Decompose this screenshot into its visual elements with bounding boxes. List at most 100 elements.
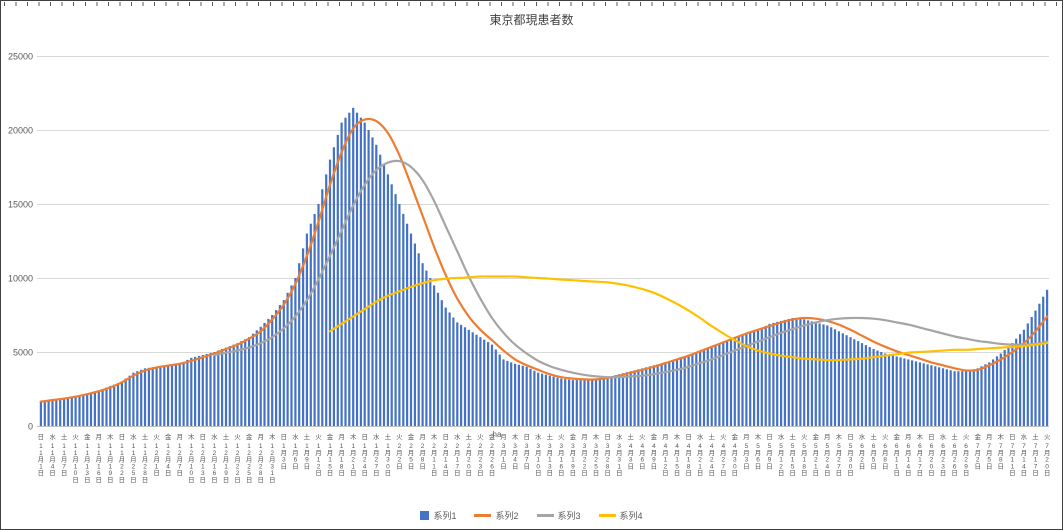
series3-line — [213, 159, 1049, 379]
x-weekday-label: 日 — [1009, 433, 1016, 441]
x-weekday-label: 金 — [813, 432, 820, 441]
x-weekday-label: 木 — [755, 432, 762, 441]
series2-line — [39, 117, 1049, 403]
x-weekday-label: 水 — [616, 432, 623, 441]
x-weekday-label: 月 — [176, 433, 183, 441]
x-weekday-label: 火 — [234, 434, 241, 441]
x-weekday-label: 月 — [257, 433, 264, 441]
x-weekday-label: 水 — [859, 432, 866, 441]
x-weekday-label: 木 — [836, 432, 843, 441]
top-axis-ticks — [3, 2, 1058, 6]
series2-swatch-icon — [474, 514, 492, 517]
x-weekday-label: 火 — [558, 434, 565, 441]
x-weekday-label: 火 — [1044, 434, 1051, 441]
x-weekday-label: 水 — [292, 432, 299, 441]
x-weekday-label: 木 — [512, 432, 519, 441]
x-weekday-label: 日 — [928, 433, 935, 441]
x-weekday-label: 水 — [49, 432, 56, 441]
x-weekday-label: 月 — [419, 433, 426, 441]
x-weekday-label: 土 — [385, 432, 392, 441]
x-weekday-label: 水 — [778, 432, 785, 441]
x-weekday-label: 土 — [870, 432, 877, 441]
series4-swatch-icon — [598, 514, 616, 517]
x-weekday-label: 月 — [338, 433, 345, 441]
y-tick-label: 10000 — [8, 274, 33, 284]
x-weekday-label: 金 — [893, 432, 900, 441]
x-weekday-label: 水 — [373, 432, 380, 441]
legend-label-series1: 系列1 — [433, 511, 457, 521]
x-weekday-label: 月 — [662, 433, 669, 441]
x-weekday-label: 木 — [917, 432, 924, 441]
x-weekday-label: 日 — [766, 433, 773, 441]
series1-bars — [39, 107, 1049, 427]
series1-swatch-icon — [420, 511, 430, 520]
x-weekday-label: 土 — [142, 432, 149, 441]
x-weekday-label: 火 — [72, 434, 79, 441]
x-weekday-label: 水 — [130, 432, 137, 441]
x-weekday-label: 土 — [466, 432, 473, 441]
x-weekday-label: 火 — [882, 434, 889, 441]
x-weekday-label: 木 — [431, 432, 438, 441]
x-weekday-label: 月 — [905, 433, 912, 441]
legend-label-series4: 系列4 — [619, 511, 643, 521]
x-weekday-label: 金 — [84, 432, 91, 441]
x-weekday-label: 月 — [743, 433, 750, 441]
x-weekday-label: 金 — [246, 432, 253, 441]
x-weekday-label: 木 — [350, 432, 357, 441]
x-weekday-label: 日 — [38, 433, 45, 441]
annotation-text: ha — [493, 430, 502, 439]
y-axis-labels: 0 5000 10000 15000 20000 25000 — [8, 52, 33, 432]
x-weekday-label: 水 — [697, 432, 704, 441]
x-weekday-label: 日 — [442, 433, 449, 441]
x-weekday-label: 火 — [963, 434, 970, 441]
x-weekday-label: 月 — [824, 433, 831, 441]
legend-item-series1: 系列1 — [420, 509, 456, 522]
x-weekday-label: 日 — [847, 433, 854, 441]
x-weekday-label: 金 — [489, 432, 496, 441]
x-weekday-label: 木 — [674, 432, 681, 441]
x-weekday-label: 土 — [708, 432, 715, 441]
y-tick-label: 0 — [28, 422, 33, 432]
x-weekday-label: 日 — [119, 433, 126, 441]
x-weekday-label: 日 — [604, 433, 611, 441]
x-weekday-label: 火 — [315, 434, 322, 441]
